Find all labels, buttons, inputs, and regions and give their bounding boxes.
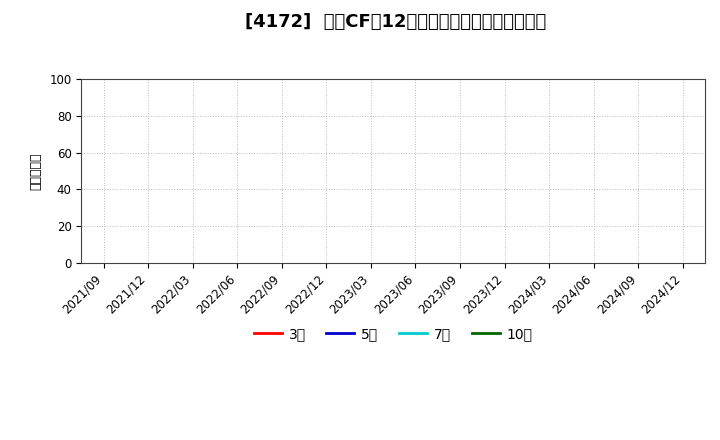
Legend: 3年, 5年, 7年, 10年: 3年, 5年, 7年, 10年 <box>248 321 538 346</box>
Text: [4172]  投賄CFだ12か月移動合計の平均値の推移: [4172] 投賄CFだ12か月移動合計の平均値の推移 <box>246 13 546 31</box>
Y-axis label: （百万円）: （百万円） <box>30 152 42 190</box>
